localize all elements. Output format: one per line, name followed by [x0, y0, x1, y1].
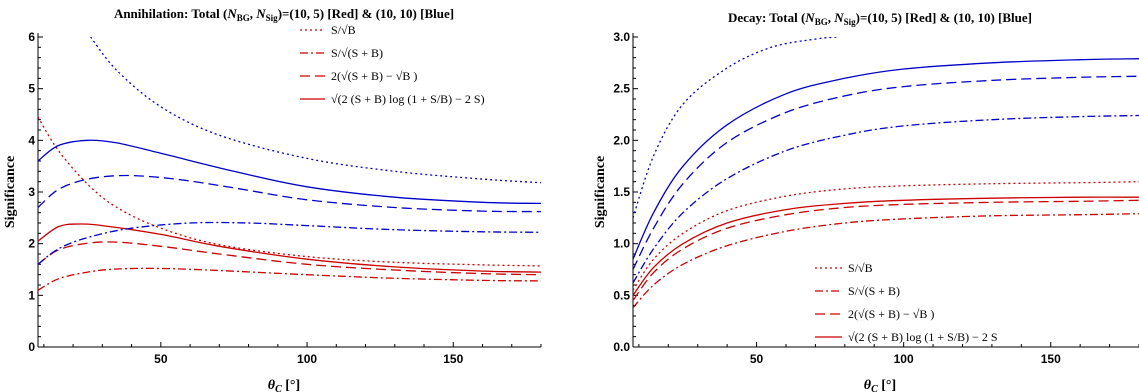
y-tick-label: 3: [28, 185, 35, 199]
y-tick-label: 0: [28, 340, 35, 354]
y-tick-label: 3.0: [613, 30, 630, 44]
series-line-5: [90, 37, 541, 184]
x-tick-label: 50: [750, 352, 764, 366]
y-axis-label: Significance: [3, 156, 18, 228]
series-line-4: [633, 114, 1139, 284]
y-tick-label: 2: [28, 237, 35, 251]
legend-label: 2(√(S + B) − √B ): [848, 307, 934, 321]
series-line-8: [633, 213, 1139, 309]
y-tick-label: 1: [28, 288, 35, 302]
y-tick-label: 0.0: [613, 340, 630, 354]
series-line-2: [38, 267, 541, 291]
legend: S/√B S/√(S + B) 2(√(S + B) − √B ) √(2 (S + …: [815, 261, 998, 344]
y-tick-label: 6: [28, 30, 35, 44]
legend-label: S/√B: [331, 23, 356, 37]
chart-panel-2: Decay: Total (NBG, NSig)=(10, 5) [Red] &…: [593, 10, 1139, 392]
legend-label: S/√(S + B): [331, 46, 383, 60]
series-line-3: [38, 241, 541, 276]
x-tick-label: 150: [1041, 352, 1061, 366]
legend-label: 2(√(S + B) − √B ): [331, 69, 417, 83]
y-tick-label: 1.0: [613, 237, 630, 251]
y-tick-label: 1.5: [613, 185, 630, 199]
series-line-2: [633, 58, 1139, 260]
x-tick-label: 150: [443, 352, 463, 366]
legend-label: √(2 (S + B) log (1 + S/B) − 2 S): [331, 92, 485, 106]
series-line-6: [38, 221, 541, 265]
series-line-7: [38, 174, 541, 213]
y-axis-label: Significance: [593, 156, 608, 228]
legend: S/√B S/√(S + B) 2(√(S + B) − √B ) √(2 (S + …: [300, 23, 485, 106]
y-tick-label: 2.5: [613, 82, 630, 96]
legend-label: S/√(S + B): [848, 284, 900, 298]
x-tick-label: 100: [894, 352, 914, 366]
series-line-3: [633, 75, 1139, 270]
series-line-6: [633, 196, 1139, 296]
x-axis-label: θC [°]: [864, 378, 896, 392]
y-tick-label: 0.5: [613, 288, 630, 302]
x-axis-label: θC [°]: [268, 378, 300, 392]
chart-title: Decay: Total (NBG, NSig)=(10, 5) [Red] &…: [728, 10, 1032, 27]
x-tick-label: 100: [297, 352, 317, 366]
series-line-7: [633, 199, 1139, 301]
plot-area: [38, 37, 541, 291]
legend-label: √(2 (S + B) log (1 + S/B) − 2 S: [848, 330, 998, 344]
legend-label: S/√B: [848, 261, 873, 275]
chart-panel-1: Annihilation: Total (NBG, NSig)=(10, 5) …: [3, 6, 542, 392]
y-tick-label: 5: [28, 82, 35, 96]
series-line-8: [38, 139, 541, 205]
x-tick-label: 50: [154, 352, 168, 366]
plot-area: [633, 37, 1139, 309]
series-line-1: [38, 116, 541, 267]
series-line-1: [633, 37, 839, 219]
y-tick-label: 4: [28, 133, 35, 147]
y-tick-label: 2.0: [613, 133, 630, 147]
chart-title: Annihilation: Total (NBG, NSig)=(10, 5) …: [114, 6, 454, 23]
series-line-4: [38, 223, 541, 273]
series-line-5: [633, 181, 1139, 291]
